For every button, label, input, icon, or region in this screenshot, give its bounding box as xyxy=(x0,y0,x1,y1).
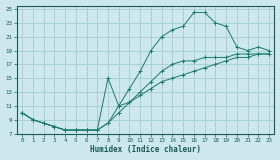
X-axis label: Humidex (Indice chaleur): Humidex (Indice chaleur) xyxy=(90,145,201,154)
